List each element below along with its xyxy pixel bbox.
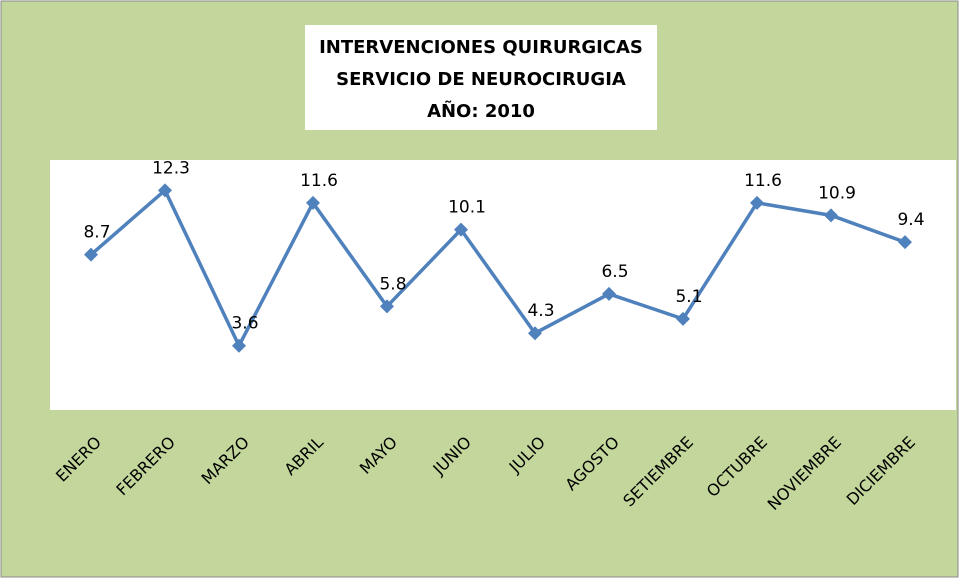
- data-label: 10.1: [448, 198, 486, 218]
- data-line: [89, 187, 906, 350]
- data-label: 11.6: [300, 171, 338, 191]
- data-point: [380, 299, 394, 314]
- data-label: 12.3: [152, 158, 190, 178]
- chart-title: AÑO: 2010: [427, 99, 535, 122]
- data-label: 5.1: [675, 287, 702, 307]
- data-label: 3.6: [231, 314, 258, 334]
- plot-area: [50, 160, 956, 410]
- data-point: [232, 338, 246, 353]
- data-point: [602, 286, 616, 301]
- data-point: [824, 208, 838, 223]
- data-label: 11.6: [744, 171, 782, 191]
- data-point: [84, 247, 98, 262]
- data-point: [750, 195, 764, 210]
- title-box: [305, 25, 657, 130]
- data-label: 9.4: [897, 210, 924, 230]
- data-point: [454, 222, 468, 237]
- data-label: 6.5: [601, 262, 628, 282]
- data-label: 5.8: [379, 274, 406, 294]
- data-label: 8.7: [83, 223, 110, 243]
- data-point: [158, 183, 172, 198]
- data-point: [676, 311, 690, 326]
- data-point: [898, 235, 912, 250]
- data-label: 10.9: [818, 183, 856, 203]
- data-point: [306, 195, 320, 210]
- chart-title: SERVICIO DE NEUROCIRUGIA: [336, 69, 626, 90]
- chart-title: INTERVENCIONES QUIRURGICAS: [319, 37, 643, 58]
- data-point: [528, 326, 542, 341]
- data-label: 4.3: [527, 301, 554, 321]
